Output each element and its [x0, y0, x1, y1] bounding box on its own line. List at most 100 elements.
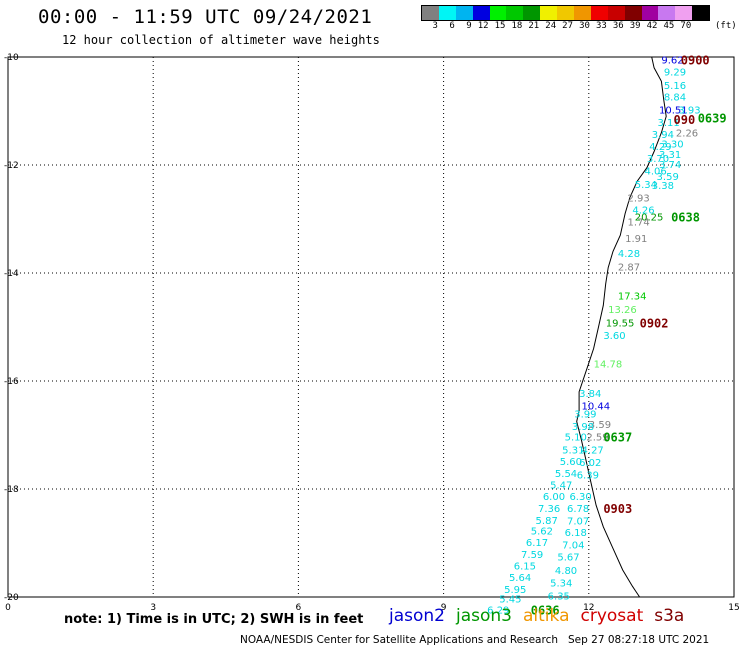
color-scale-labels: 3 6 9 12 15 18 21 24 27 30 33 36 39 42 45 70 (ft): [421, 21, 736, 35]
wave-height-value: 5.95: [504, 585, 526, 596]
wave-height-value: 5.67: [557, 553, 579, 564]
lon-tick-label: 15: [728, 603, 739, 613]
wave-height-value: 6.29: [487, 605, 509, 616]
color-swatch: [489, 6, 507, 20]
wave-height-value: 7.59: [521, 550, 543, 561]
map-frame: [7, 56, 735, 598]
lon-tick-label: 3: [150, 603, 156, 613]
wave-height-value: 3.59: [589, 420, 611, 431]
wave-height-value: 3.60: [603, 331, 625, 342]
wave-height-value: 3.38: [652, 181, 674, 192]
lon-tick-label: 12: [583, 603, 594, 613]
color-scale-label: 9: [466, 21, 472, 31]
footer-credit: NOAA/NESDIS Center for Satellite Applica…: [240, 634, 710, 646]
wave-height-value: 3.74: [659, 160, 681, 171]
pass-time-label: 0639: [698, 111, 727, 125]
page-title: 00:00 - 11:59 UTC 09/24/2021: [38, 6, 373, 28]
color-scale-label: 18: [511, 21, 523, 31]
wave-height-value: 6.78: [567, 504, 589, 515]
wave-height-value: 6.00: [543, 492, 565, 503]
wave-height-value: 3.94: [652, 130, 674, 141]
lat-tick-label: -14: [4, 269, 19, 279]
color-swatch: [624, 6, 642, 20]
wave-height-value: 5.87: [536, 516, 558, 527]
wave-height-value: 20.25: [635, 212, 664, 223]
color-swatch: [472, 6, 490, 20]
wave-height-value: 3.59: [657, 172, 679, 183]
wave-height-value: 7.36: [538, 504, 560, 515]
wave-height-value: 2.93: [628, 193, 650, 204]
color-scale-label: 6: [449, 21, 455, 31]
pass-time-label: 0903: [603, 502, 632, 516]
wave-height-value: 3.99: [574, 409, 596, 420]
color-swatch: [540, 6, 558, 20]
wave-height-value: 4.27: [582, 446, 604, 457]
wave-height-value: 6.35: [548, 591, 570, 602]
wave-height-value: 6.02: [579, 458, 601, 469]
pass-time-label: 0902: [640, 317, 669, 331]
wave-height-value: 10.44: [582, 401, 611, 412]
color-scale-label: 39: [629, 21, 641, 31]
wave-height-value: 13.26: [608, 305, 637, 316]
wave-height-value: 5.34: [635, 180, 657, 191]
color-scale-label: 27: [562, 21, 574, 31]
wave-height-value: 6.39: [577, 470, 599, 481]
pass-time-label: 0900: [681, 54, 710, 68]
color-swatch: [658, 6, 676, 20]
color-swatch: [590, 6, 608, 20]
wave-height-color-scale: 3 6 9 12 15 18 21 24 27 30 33 36 39 42 45 70 (ft): [421, 5, 737, 35]
color-swatch: [574, 6, 591, 20]
color-swatch: [422, 6, 439, 20]
wave-height-value: 3.11: [658, 118, 680, 129]
wave-height-value: 4.28: [618, 249, 640, 260]
color-swatch: [607, 6, 625, 20]
color-swatch: [692, 6, 710, 20]
wave-height-value: 7.04: [562, 541, 584, 552]
color-scale-label: 12: [477, 21, 489, 31]
wave-height-value: 6.17: [526, 538, 548, 549]
pass-time-label: 0637: [603, 431, 632, 445]
wave-height-value: 5.62: [531, 527, 553, 538]
lon-tick-label: 0: [5, 603, 11, 613]
satellite-legend-jason3: jason3: [456, 606, 512, 626]
wave-height-value: 19.55: [606, 319, 635, 330]
lat-tick-label: -12: [4, 161, 19, 171]
color-swatch: [641, 6, 659, 20]
page-subtitle: 12 hour collection of altimeter wave hei…: [62, 33, 380, 47]
lat-tick-label: -20: [4, 593, 19, 603]
wave-height-value: 3.30: [661, 139, 683, 150]
color-scale-label: 70: [680, 21, 692, 31]
color-scale-label: 45: [663, 21, 675, 31]
wave-height-value: 9.29: [664, 68, 686, 79]
wave-height-value: 3.31: [659, 150, 681, 161]
wave-height-value: 3.84: [579, 389, 601, 400]
wave-height-value: 5.60: [560, 457, 582, 468]
pass-time-label: 0638: [671, 210, 700, 224]
wave-height-value: 1.91: [625, 234, 647, 245]
satellite-legend-cryosat: cryosat: [580, 606, 644, 626]
lon-tick-label: 9: [441, 603, 447, 613]
color-scale-label: 33: [595, 21, 607, 31]
wave-height-value: 5.34: [550, 578, 572, 589]
wave-height-value: 5.16: [664, 81, 686, 92]
wave-height-value: 6.18: [565, 528, 587, 539]
wave-height-value: 5.47: [550, 481, 572, 492]
satellite-legend-s3a: s3a: [654, 606, 685, 626]
color-scale-label: 24: [545, 21, 557, 31]
satellite-legend: jason2 jason3 altika cryosat s3a: [389, 606, 695, 626]
wave-height-value: 9.62: [661, 56, 683, 67]
color-swatch: [438, 6, 456, 20]
pass-time-label: 090: [674, 113, 696, 127]
wave-height-value: 17.34: [618, 292, 647, 303]
wave-height-value: 1.74: [628, 218, 650, 229]
color-swatch: [523, 6, 541, 20]
color-scale-unit: (ft): [715, 21, 737, 31]
color-swatch: [506, 6, 524, 20]
footer-notes: note: 1) Time is in UTC; 2) SWH is in fe…: [64, 612, 364, 627]
color-swatch: [455, 6, 473, 20]
color-scale-label: 42: [646, 21, 658, 31]
color-swatch: [675, 6, 693, 20]
pass-time-label: 0636: [531, 603, 560, 617]
color-scale-label: 15: [494, 21, 506, 31]
